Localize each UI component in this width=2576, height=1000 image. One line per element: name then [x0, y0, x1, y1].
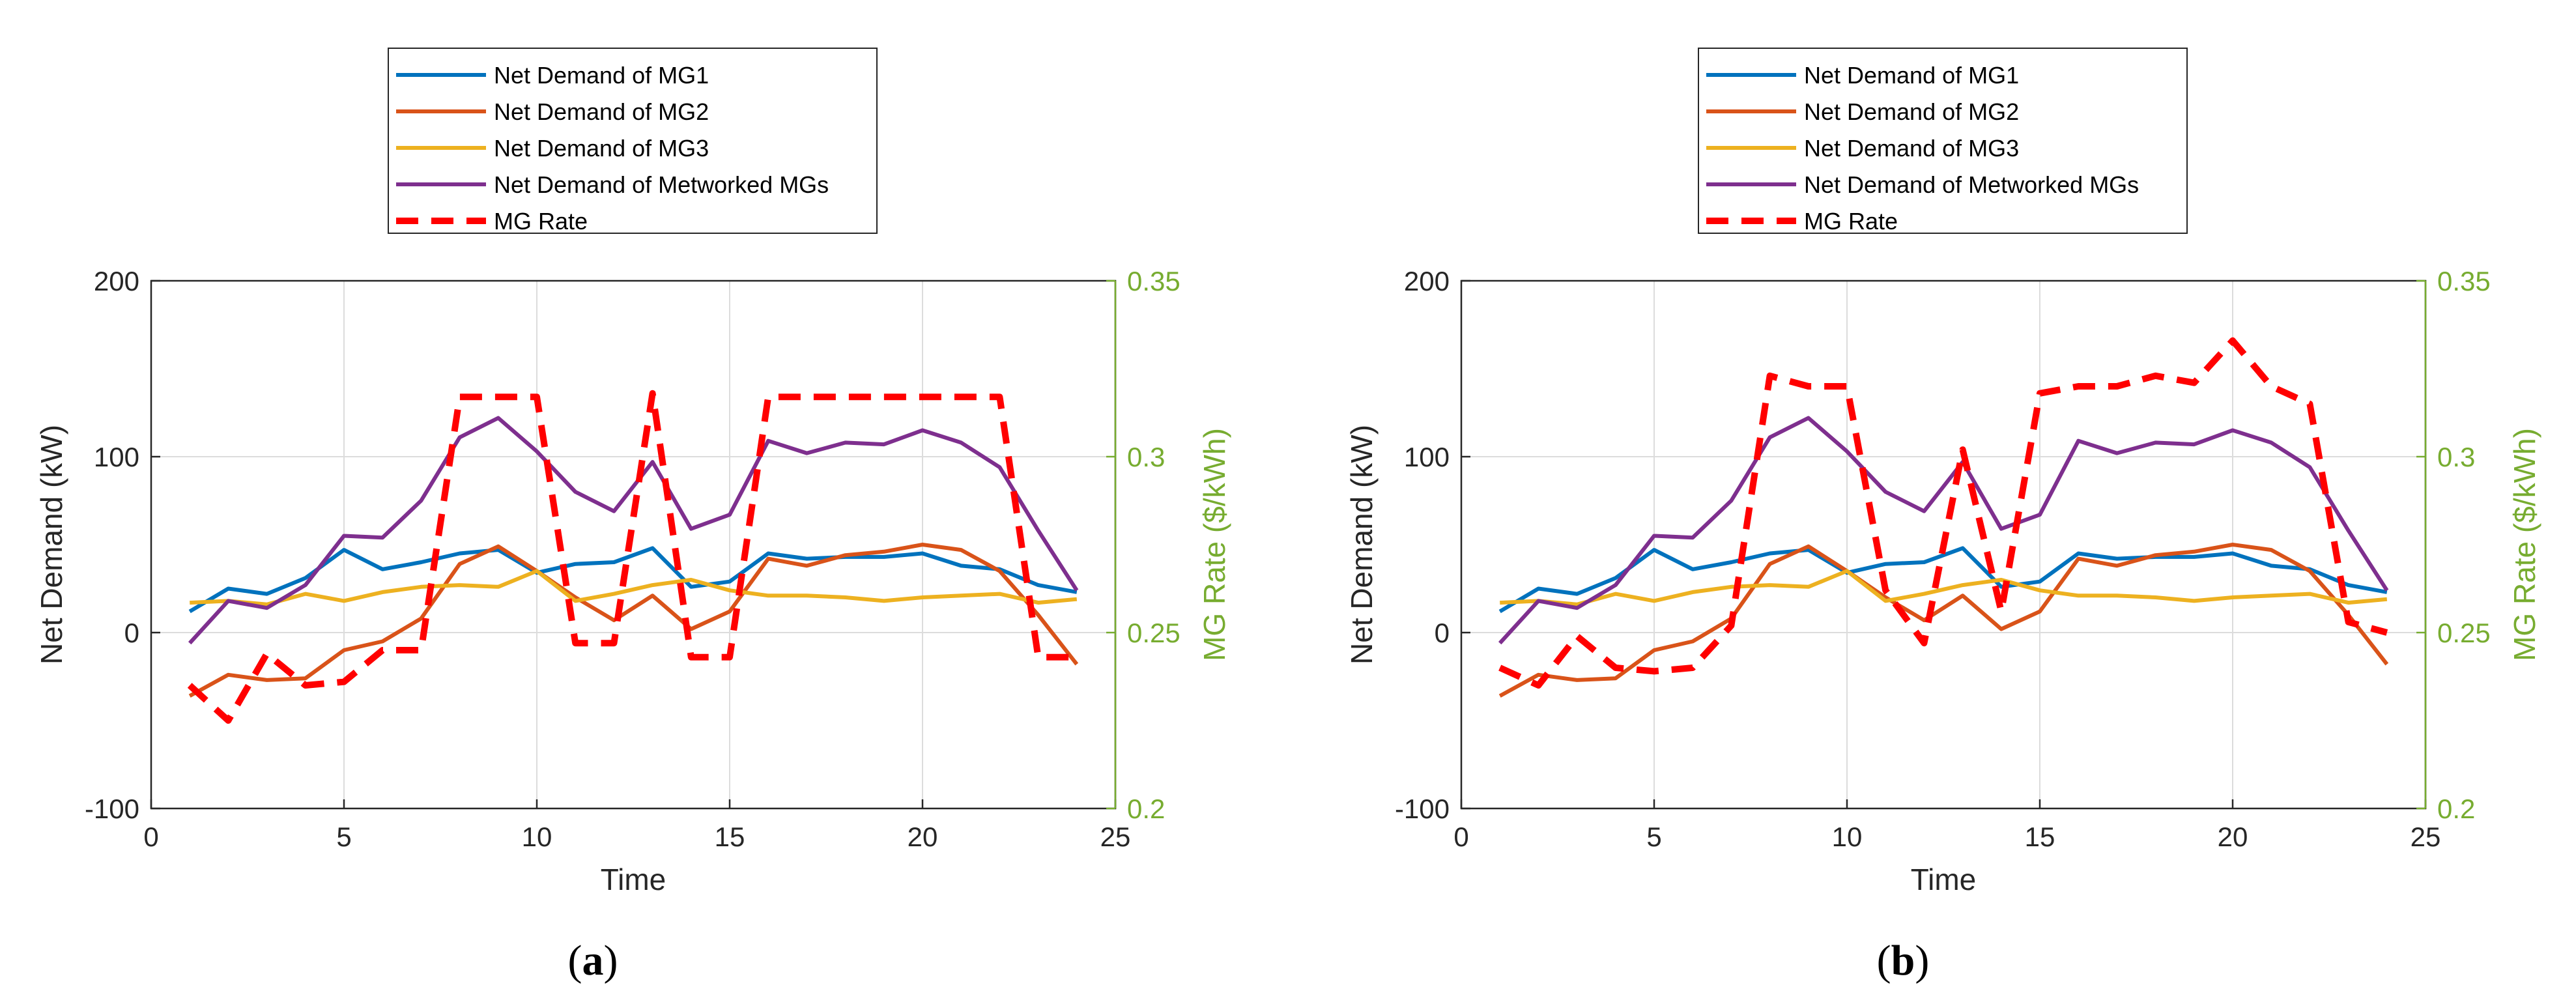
- y-right-tick-label-b-0: 0.2: [2437, 793, 2475, 824]
- panel-caption-a: (a): [568, 937, 618, 984]
- legend-label-a-1: Net Demand of MG2: [494, 98, 709, 125]
- y-tick-label-b-1: 0: [1435, 618, 1450, 648]
- legend-label-a-3: Net Demand of Metworked MGs: [494, 171, 829, 198]
- plot-box-a: [150, 279, 1117, 810]
- y-tick-label-a-2: 100: [94, 442, 139, 472]
- legend-label-b-2: Net Demand of MG3: [1804, 135, 2019, 162]
- legend-entries-b: Net Demand of MG1 Net Demand of MG2 Net De…: [1706, 62, 2139, 235]
- y-right-tick-label-b-1: 0.25: [2437, 618, 2491, 648]
- x-tick-label-b-0: 0: [1453, 821, 1468, 852]
- legend-label-b-4: MG Rate: [1804, 208, 1898, 235]
- x-tick-label-a-0: 0: [143, 821, 158, 852]
- y-right-tick-label-a-2: 0.3: [1127, 442, 1165, 472]
- legend-label-a-2: Net Demand of MG3: [494, 135, 709, 162]
- series-line-a-3: [188, 416, 1079, 645]
- y-right-tick-label-a-3: 0.35: [1127, 266, 1181, 296]
- series-line-a-2: [190, 569, 1078, 607]
- panel-caption-b: (b): [1877, 937, 1930, 984]
- legend-label-a-4: MG Rate: [494, 208, 588, 235]
- panel-caption-letter-b: b: [1891, 937, 1915, 984]
- y-tick-label-b-2: 100: [1404, 442, 1450, 472]
- x-tick-label-a-1: 5: [336, 821, 351, 852]
- legend-label-b-0: Net Demand of MG1: [1804, 62, 2019, 89]
- legend-label-a-0: Net Demand of MG1: [494, 62, 709, 89]
- series-line-b-3: [1498, 416, 2389, 645]
- grid-b: [1461, 281, 2426, 808]
- y-tick-label-b-3: 200: [1404, 266, 1450, 296]
- x-tick-label-a-3: 15: [715, 821, 745, 852]
- x-tick-label-b-3: 15: [2025, 821, 2055, 852]
- legend-label-b-1: Net Demand of MG2: [1804, 98, 2019, 125]
- legend-label-b-3: Net Demand of Metworked MGs: [1804, 171, 2139, 198]
- legend-b: Net Demand of MG1 Net Demand of MG2 Net De…: [1698, 48, 2188, 235]
- x-axis-label-a: Time: [601, 863, 666, 896]
- series-line-a-0: [188, 546, 1078, 614]
- x-tick-label-a-4: 20: [908, 821, 938, 852]
- x-tick-label-b-2: 10: [1832, 821, 1863, 852]
- y-axis-label-a: Net Demand (kW): [35, 425, 68, 664]
- legend-box-a: [388, 48, 878, 234]
- y-tick-label-a-1: 0: [124, 618, 139, 648]
- y-right-tick-label-a-0: 0.2: [1127, 793, 1165, 824]
- x-tick-label-a-5: 25: [1100, 821, 1131, 852]
- series-b: [1498, 337, 2389, 698]
- y-axis-label-right-a: MG Rate ($/kWh): [1197, 428, 1231, 661]
- y-right-tick-label-b-3: 0.35: [2437, 266, 2491, 296]
- y-tick-label-a-3: 200: [94, 266, 139, 296]
- series-line-a-1: [188, 543, 1079, 698]
- y-axis-label-right-b: MG Rate ($/kWh): [2508, 428, 2541, 661]
- y-tick-label-b-0: -100: [1395, 793, 1450, 824]
- legend-a: Net Demand of MG1 Net Demand of MG2 Net De…: [388, 48, 878, 235]
- series-line-a-4: [187, 390, 1077, 724]
- series-a: [187, 390, 1079, 724]
- series-line-b-2: [1500, 569, 2388, 607]
- y-right-tick-label-a-1: 0.25: [1127, 618, 1181, 648]
- x-tick-label-b-1: 5: [1646, 821, 1661, 852]
- x-axis-label-b: Time: [1911, 863, 1977, 896]
- panel-caption-letter-a: a: [582, 937, 604, 984]
- series-line-b-4: [1498, 337, 2388, 689]
- y-axis-label-b: Net Demand (kW): [1345, 425, 1379, 664]
- series-line-b-1: [1498, 543, 2389, 698]
- x-tick-label-b-4: 20: [2218, 821, 2248, 852]
- series-line-b-0: [1498, 546, 2388, 614]
- legend-entries-a: Net Demand of MG1 Net Demand of MG2 Net De…: [396, 62, 829, 235]
- legend-box-b: [1698, 48, 2188, 234]
- grid-a: [151, 281, 1115, 808]
- y-right-tick-label-b-2: 0.3: [2437, 442, 2475, 472]
- y-tick-label-a-0: -100: [85, 793, 139, 824]
- x-tick-label-a-2: 10: [522, 821, 552, 852]
- x-tick-label-b-5: 25: [2411, 821, 2441, 852]
